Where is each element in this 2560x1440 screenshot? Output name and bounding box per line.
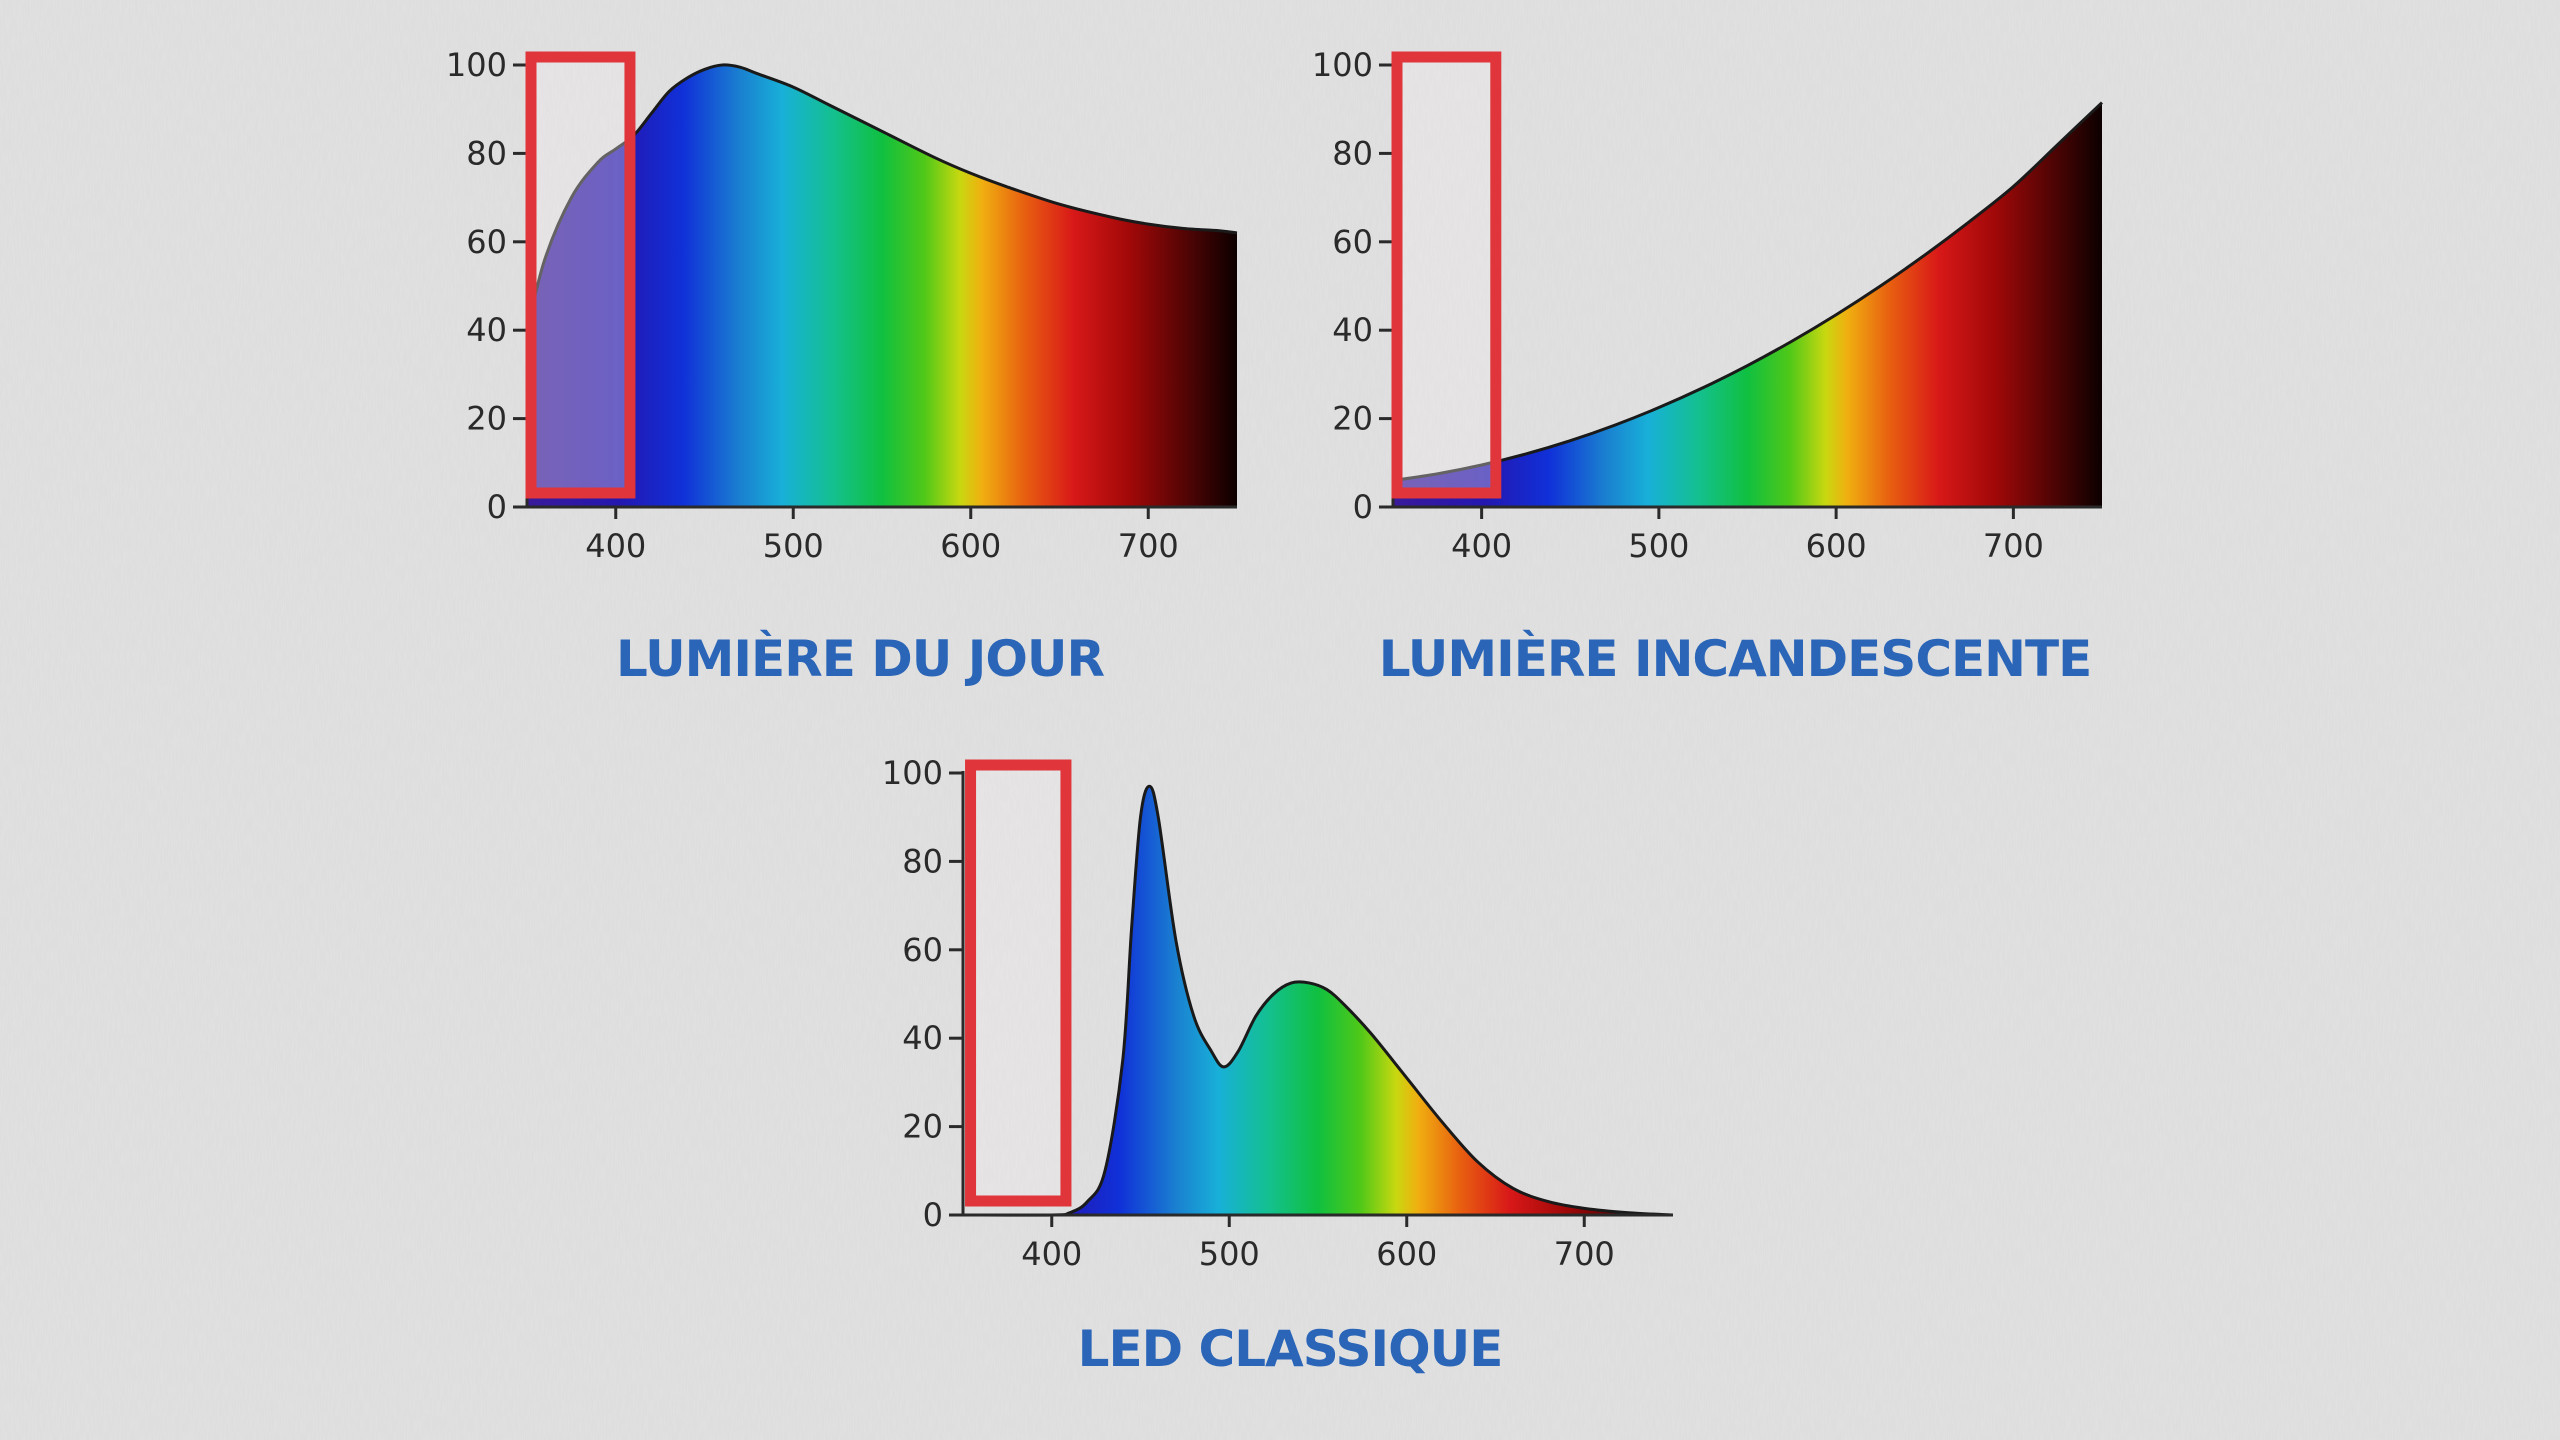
x-tick-label: 600	[1376, 1235, 1437, 1273]
incandescent-spectrum-area	[1393, 102, 2102, 507]
daylight-spectrum-area	[527, 64, 1237, 507]
y-tick-label: 0	[487, 488, 507, 526]
y-tick-label: 100	[1312, 46, 1373, 84]
y-tick-label: 100	[446, 46, 507, 84]
x-tick-label: 700	[1118, 527, 1179, 565]
y-tick-label: 60	[902, 931, 943, 969]
x-tick-label: 700	[1554, 1235, 1615, 1273]
led-spectrum-curve	[962, 784, 1674, 1217]
y-tick-label: 40	[1332, 311, 1373, 349]
incandescent-spectrum-curve	[1392, 101, 2104, 482]
incandescent-title: LUMIÈRE INCANDESCENTE	[1378, 630, 2093, 688]
y-tick-label: 100	[882, 754, 943, 792]
y-tick-label: 80	[902, 842, 943, 880]
y-tick-label: 60	[1332, 223, 1373, 261]
y-tick-label: 40	[902, 1019, 943, 1057]
x-tick-label: 400	[585, 527, 646, 565]
led-title: LED CLASSIQUE	[1077, 1320, 1504, 1378]
x-tick-label: 600	[1806, 527, 1867, 565]
x-tick-label: 400	[1451, 527, 1512, 565]
daylight-spectrum-curve	[525, 63, 1238, 331]
x-tick-label: 500	[1628, 527, 1689, 565]
y-tick-label: 20	[1332, 400, 1373, 438]
y-tick-label: 20	[902, 1108, 943, 1146]
y-tick-label: 20	[466, 400, 507, 438]
incandescent-uv-highlight-box	[1391, 51, 1502, 499]
daylight-title: LUMIÈRE DU JOUR	[616, 630, 1105, 688]
led-spectrum-area	[963, 786, 1673, 1216]
x-tick-label: 400	[1021, 1235, 1082, 1273]
led-uv-highlight-box	[965, 759, 1072, 1207]
y-tick-label: 60	[466, 223, 507, 261]
y-tick-label: 80	[466, 134, 507, 172]
x-tick-label: 500	[763, 527, 824, 565]
x-tick-label: 600	[940, 527, 1001, 565]
y-tick-label: 0	[923, 1196, 943, 1234]
y-tick-label: 0	[1353, 488, 1373, 526]
y-tick-label: 80	[1332, 134, 1373, 172]
daylight-uv-highlight-box	[525, 51, 636, 499]
y-tick-label: 40	[466, 311, 507, 349]
x-tick-label: 500	[1199, 1235, 1260, 1273]
x-tick-label: 700	[1983, 527, 2044, 565]
